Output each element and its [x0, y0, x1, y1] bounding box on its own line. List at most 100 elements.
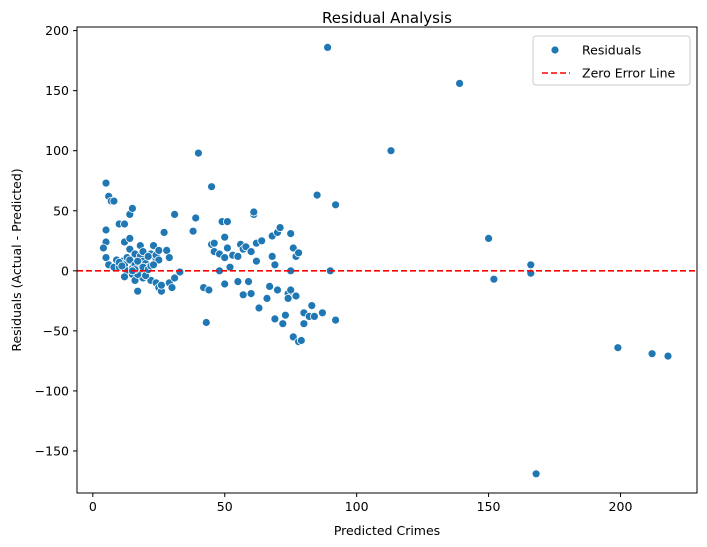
- residual-point: [257, 236, 267, 246]
- residual-point: [238, 290, 248, 300]
- residual-point: [249, 207, 259, 217]
- residual-point: [156, 280, 166, 290]
- residual-point: [164, 253, 174, 263]
- residual-point: [167, 283, 177, 293]
- residual-point: [170, 273, 180, 283]
- residual-point: [283, 293, 293, 303]
- x-tick-label: 100: [345, 499, 369, 514]
- residual-point: [170, 209, 180, 219]
- y-tick-label: −50: [43, 323, 69, 338]
- residual-point: [246, 289, 256, 299]
- y-tick-label: 200: [45, 23, 69, 38]
- residual-point: [127, 203, 137, 213]
- residual-point: [120, 219, 129, 229]
- residual-point: [99, 243, 108, 253]
- residual-point: [222, 217, 232, 227]
- legend-marker-residuals: [550, 45, 560, 55]
- residual-point: [455, 79, 465, 88]
- residual-point: [222, 243, 232, 253]
- residual-point: [307, 301, 317, 311]
- residual-point: [233, 251, 243, 261]
- y-tick-label: 100: [45, 143, 69, 158]
- residual-point: [265, 281, 275, 291]
- chart-title: Residual Analysis: [322, 9, 452, 27]
- y-tick-label: 150: [45, 83, 69, 98]
- residual-point: [331, 200, 341, 210]
- residual-point: [275, 223, 285, 233]
- residual-point: [101, 253, 111, 263]
- residual-point: [267, 251, 277, 261]
- residual-point: [254, 303, 264, 313]
- residual-point: [125, 233, 135, 243]
- residual-point: [201, 318, 211, 327]
- residual-point: [233, 277, 243, 287]
- residual-point: [246, 247, 256, 257]
- y-axis-title: Residuals (Actual - Predicted): [9, 168, 24, 351]
- residual-point: [209, 238, 219, 248]
- legend: Residuals Zero Error Line: [532, 35, 691, 86]
- residual-point: [133, 286, 143, 296]
- plot-area: [77, 43, 697, 479]
- residual-point: [270, 314, 280, 324]
- x-tick-label: 0: [89, 499, 97, 514]
- residual-point: [109, 196, 119, 206]
- x-tick-label: 200: [609, 499, 633, 514]
- residual-point: [526, 260, 536, 270]
- residual-point: [613, 343, 623, 353]
- residual-point: [312, 190, 322, 200]
- y-tick-label: 0: [61, 263, 69, 278]
- residual-point: [143, 251, 153, 261]
- residual-point: [280, 310, 290, 320]
- residual-point: [286, 285, 296, 295]
- residual-points: [99, 43, 673, 479]
- residual-point: [291, 291, 301, 301]
- residual-point: [262, 293, 272, 303]
- residual-point: [244, 277, 253, 287]
- residual-point: [154, 245, 164, 255]
- residual-point: [193, 148, 203, 158]
- residual-point: [251, 256, 261, 266]
- residual-point: [317, 308, 327, 318]
- residual-point: [296, 336, 306, 345]
- residual-point: [159, 227, 169, 237]
- residual-point: [299, 319, 309, 329]
- residual-point: [162, 245, 172, 255]
- residual-point: [220, 253, 230, 263]
- residual-point: [117, 261, 127, 271]
- legend-box: [532, 35, 691, 86]
- residual-point: [133, 256, 143, 266]
- residual-point: [309, 311, 319, 321]
- residual-point: [120, 272, 129, 282]
- residual-point: [294, 248, 304, 258]
- residual-point: [286, 229, 296, 239]
- residual-point: [101, 225, 111, 235]
- plot-frame: [76, 26, 698, 494]
- residual-point: [484, 233, 494, 243]
- residual-point: [663, 351, 673, 361]
- residual-point: [220, 279, 230, 289]
- residual-point: [175, 267, 185, 277]
- residual-point: [273, 285, 282, 295]
- residual-point: [207, 182, 217, 192]
- residual-point: [204, 285, 214, 295]
- y-tick-label: −100: [35, 383, 69, 398]
- legend-label-zero-line: Zero Error Line: [582, 66, 676, 81]
- residual-point: [489, 274, 499, 284]
- residual-point: [188, 226, 198, 236]
- residual-point: [278, 319, 288, 329]
- residual-point: [531, 469, 541, 479]
- residual-point: [225, 262, 235, 272]
- x-tick-label: 150: [477, 499, 501, 514]
- y-axis: −150 −100 −50 0 50 100 150 200: [35, 23, 77, 458]
- y-tick-label: 50: [53, 203, 69, 218]
- x-axis: 0 50 100 150 200: [89, 493, 633, 514]
- x-tick-label: 50: [217, 499, 233, 514]
- residual-point: [386, 146, 396, 156]
- residual-point: [331, 315, 341, 325]
- y-tick-label: −150: [35, 443, 69, 458]
- legend-label-residuals: Residuals: [582, 43, 641, 58]
- residual-point: [101, 178, 111, 188]
- residual-point: [270, 260, 280, 270]
